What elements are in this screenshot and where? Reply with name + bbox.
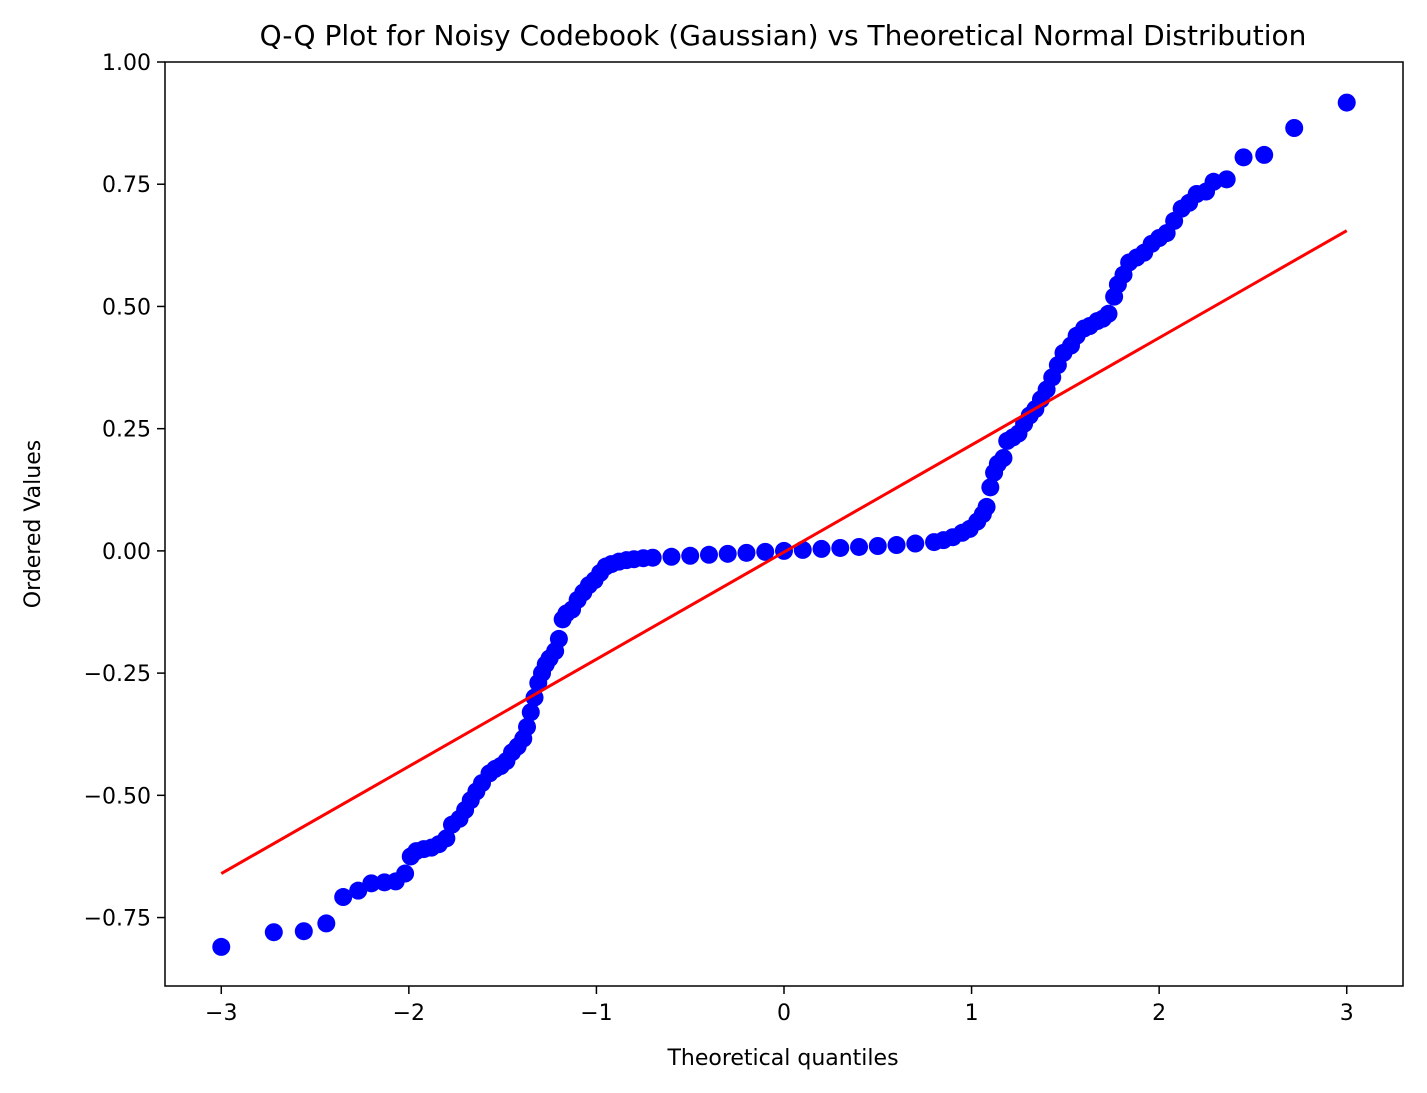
data-point [977, 497, 996, 516]
data-point [362, 874, 381, 893]
data-point [1255, 145, 1274, 164]
data-point [1285, 119, 1304, 137]
y-tick-label: −0.75 [84, 907, 151, 932]
data-point [831, 538, 850, 557]
chart-title: Q-Q Plot for Noisy Codebook (Gaussian) v… [260, 19, 1307, 52]
x-axis-ticks: −3 −2 −1 0 1 2 3 [205, 986, 1354, 1026]
data-point [812, 539, 831, 558]
x-tick-label: 2 [1152, 1001, 1166, 1026]
data-point [662, 547, 681, 566]
data-point [294, 922, 313, 941]
reference-line [220, 229, 1348, 875]
data-point [521, 703, 540, 722]
data-point [887, 536, 906, 555]
data-point [756, 542, 775, 561]
reference-line-layer [220, 229, 1348, 875]
data-point [264, 923, 283, 942]
y-tick-label: 0.25 [102, 418, 151, 443]
x-tick-label: −3 [205, 1001, 237, 1026]
data-point [1217, 170, 1236, 189]
y-tick-label: −0.25 [84, 662, 151, 687]
y-tick-label: 0.50 [102, 295, 151, 320]
x-tick-label: 0 [777, 1001, 791, 1026]
y-tick-label: 0.00 [102, 540, 151, 565]
data-point [334, 888, 353, 907]
x-axis-label: Theoretical quantiles [666, 1046, 898, 1071]
data-point [1099, 304, 1118, 323]
data-point [994, 449, 1013, 467]
data-point [349, 881, 368, 900]
y-axis-ticks: −0.75 −0.50 −0.25 0.00 0.25 0.50 0.75 1.00 [84, 51, 165, 932]
data-point [850, 537, 869, 556]
plot-area-frame [164, 61, 1404, 987]
data-point [906, 534, 925, 553]
x-tick-label: −2 [393, 1001, 425, 1026]
data-point [681, 546, 700, 565]
data-point [981, 478, 1000, 497]
data-point [518, 717, 537, 736]
data-point [643, 548, 662, 567]
x-tick-label: 3 [1340, 1001, 1354, 1026]
data-point [212, 937, 231, 956]
data-point [737, 543, 756, 562]
x-tick-label: −1 [580, 1001, 612, 1026]
y-axis-label: Ordered Values [21, 440, 46, 608]
data-point [396, 864, 415, 883]
data-point [718, 544, 737, 563]
points-layer [212, 93, 1356, 956]
data-point [549, 629, 568, 648]
x-tick-label: 1 [965, 1001, 979, 1026]
data-point [868, 537, 887, 555]
data-point [1234, 148, 1253, 167]
data-point [317, 914, 336, 933]
data-point [699, 545, 718, 564]
y-tick-label: −0.50 [84, 784, 151, 809]
data-point [1337, 93, 1356, 112]
y-tick-label: 0.75 [102, 173, 151, 198]
y-tick-label: 1.00 [102, 51, 151, 76]
data-point [437, 829, 456, 848]
